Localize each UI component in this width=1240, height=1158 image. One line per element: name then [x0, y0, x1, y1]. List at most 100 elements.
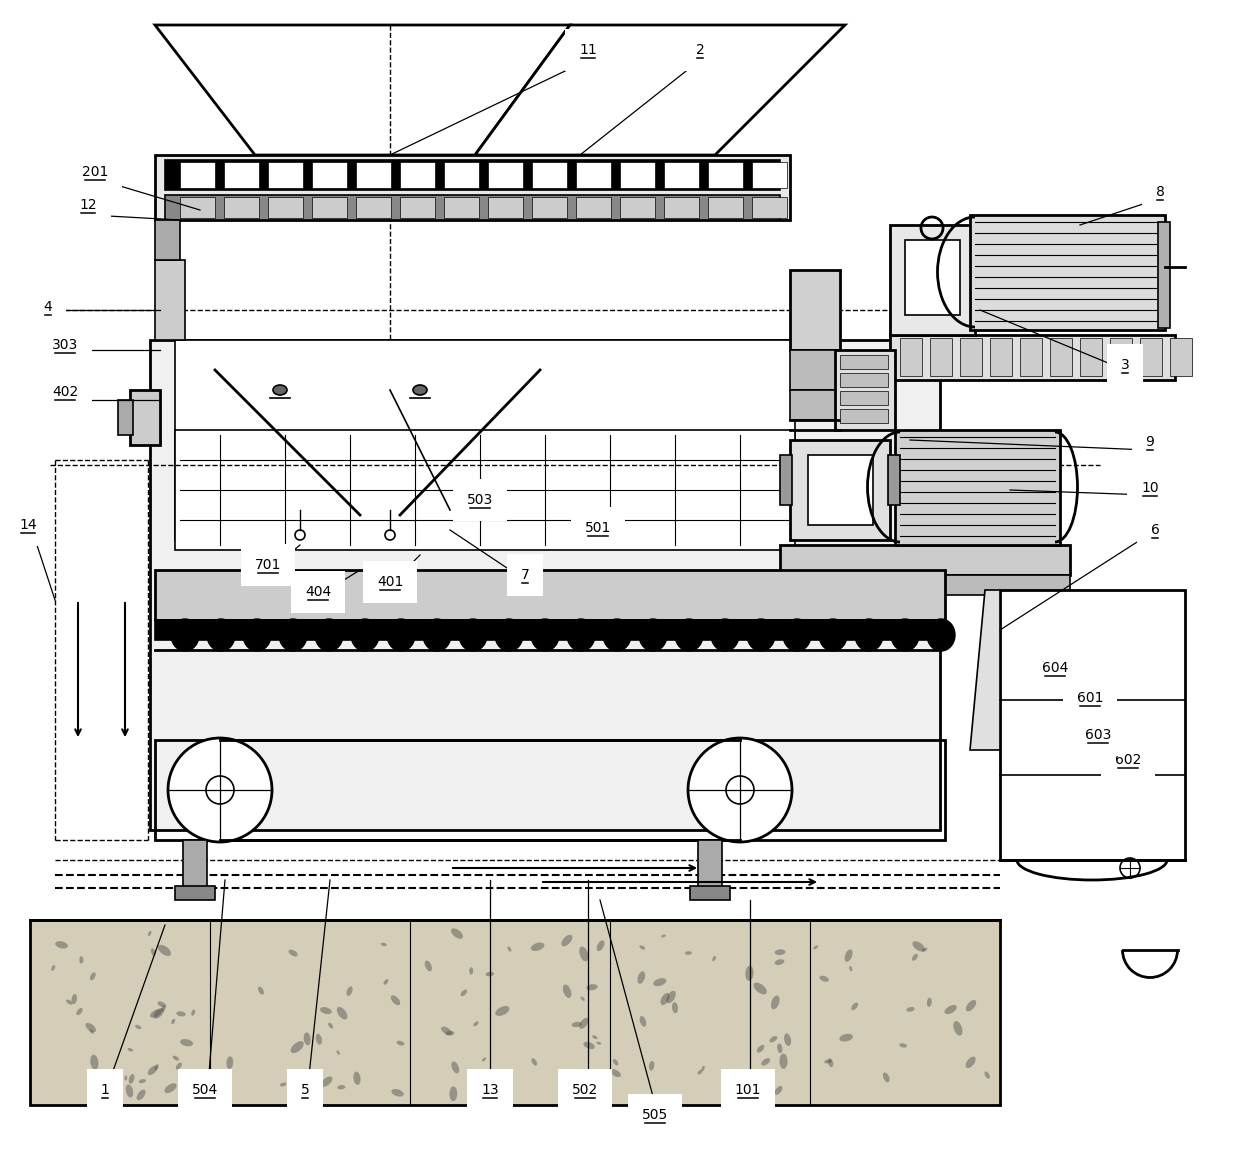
Ellipse shape [445, 1031, 454, 1035]
Ellipse shape [161, 1005, 166, 1012]
Ellipse shape [851, 1003, 858, 1010]
Ellipse shape [532, 1058, 537, 1065]
Bar [620, 197, 655, 218]
Bar [180, 197, 215, 218]
Circle shape [688, 738, 792, 842]
Bar [751, 197, 787, 218]
Ellipse shape [593, 1035, 598, 1039]
Bar [890, 335, 1176, 380]
Ellipse shape [954, 1021, 962, 1035]
Polygon shape [970, 589, 999, 750]
Bar [577, 197, 611, 218]
Ellipse shape [985, 1071, 990, 1078]
Bar [1140, 338, 1162, 376]
Bar [839, 356, 888, 369]
Ellipse shape [583, 1042, 595, 1049]
Ellipse shape [849, 966, 852, 972]
Ellipse shape [148, 931, 151, 936]
Ellipse shape [899, 1043, 906, 1048]
Ellipse shape [579, 1018, 589, 1028]
Bar [698, 840, 722, 891]
Polygon shape [475, 25, 844, 155]
Ellipse shape [567, 620, 595, 651]
Ellipse shape [666, 991, 676, 1003]
Ellipse shape [921, 947, 928, 952]
Ellipse shape [383, 979, 388, 984]
Ellipse shape [51, 965, 56, 970]
Ellipse shape [661, 935, 666, 938]
Bar [180, 162, 215, 188]
Bar [155, 570, 945, 620]
Text: 505: 505 [642, 1108, 668, 1122]
Circle shape [167, 738, 272, 842]
Bar [401, 197, 435, 218]
Ellipse shape [653, 979, 666, 987]
Text: 2: 2 [696, 43, 704, 57]
Ellipse shape [329, 1023, 334, 1028]
Ellipse shape [72, 994, 77, 1004]
Bar [1050, 338, 1073, 376]
Ellipse shape [926, 998, 931, 1006]
Ellipse shape [387, 620, 415, 651]
Ellipse shape [928, 620, 955, 651]
Ellipse shape [711, 620, 739, 651]
Ellipse shape [320, 1007, 332, 1014]
Bar [708, 197, 743, 218]
Bar [1080, 338, 1102, 376]
Bar [489, 197, 523, 218]
Bar [150, 340, 940, 830]
Bar [1171, 338, 1192, 376]
Ellipse shape [176, 1011, 186, 1017]
Bar [356, 197, 391, 218]
Bar [663, 197, 699, 218]
Ellipse shape [449, 1086, 458, 1101]
Bar [224, 162, 259, 188]
Ellipse shape [486, 972, 494, 976]
Bar [620, 162, 655, 188]
Bar [30, 919, 999, 1105]
Ellipse shape [304, 1033, 311, 1046]
Ellipse shape [172, 1056, 179, 1061]
Ellipse shape [89, 1029, 94, 1034]
Ellipse shape [892, 620, 919, 651]
Ellipse shape [675, 620, 703, 651]
Bar [780, 455, 792, 505]
Bar [130, 390, 160, 445]
Ellipse shape [637, 972, 645, 984]
Ellipse shape [610, 1069, 621, 1077]
Ellipse shape [562, 935, 573, 946]
Ellipse shape [474, 1021, 479, 1026]
Ellipse shape [148, 1065, 157, 1075]
Text: 604: 604 [1042, 661, 1068, 675]
Ellipse shape [91, 1055, 98, 1070]
Text: 4: 4 [43, 300, 52, 314]
Ellipse shape [495, 620, 523, 651]
Ellipse shape [180, 1039, 193, 1047]
Ellipse shape [883, 1072, 889, 1083]
Bar [1021, 338, 1042, 376]
Bar [175, 340, 795, 540]
Bar [165, 195, 780, 220]
Bar [532, 197, 567, 218]
Text: 602: 602 [1115, 753, 1141, 767]
Ellipse shape [702, 1065, 704, 1071]
Bar [312, 197, 347, 218]
Ellipse shape [649, 1061, 655, 1071]
Ellipse shape [139, 1079, 146, 1083]
Bar [663, 162, 699, 188]
Ellipse shape [684, 951, 692, 955]
Ellipse shape [780, 1054, 787, 1069]
Ellipse shape [124, 1076, 128, 1080]
Bar [689, 886, 730, 900]
Text: 603: 603 [1085, 728, 1111, 742]
Ellipse shape [839, 1034, 853, 1041]
Ellipse shape [337, 1085, 345, 1090]
Ellipse shape [290, 1041, 304, 1053]
Bar [224, 197, 259, 218]
Bar [356, 162, 391, 188]
Text: 504: 504 [192, 1083, 218, 1097]
Bar [155, 155, 790, 220]
Text: 11: 11 [579, 43, 596, 57]
Text: 12: 12 [79, 198, 97, 212]
Bar [577, 162, 611, 188]
